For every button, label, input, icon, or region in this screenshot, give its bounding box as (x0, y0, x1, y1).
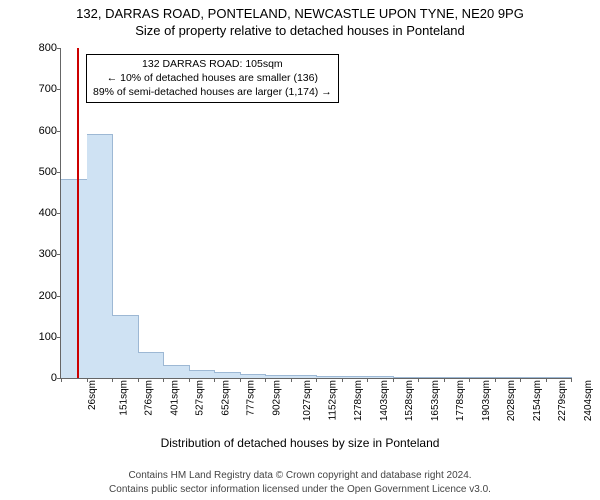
x-tick-label: 26sqm (87, 380, 98, 410)
histogram-bar (418, 377, 445, 378)
x-tick-mark (291, 378, 292, 382)
histogram-bar (546, 377, 573, 378)
x-tick-label: 1653sqm (430, 380, 441, 421)
credit-line-2: Contains public sector information licen… (0, 483, 600, 497)
x-tick-mark (265, 378, 266, 382)
chart-title: 132, DARRAS ROAD, PONTELAND, NEWCASTLE U… (0, 0, 600, 21)
x-tick-mark (520, 378, 521, 382)
histogram-bar (520, 377, 547, 378)
histogram-bar (367, 376, 394, 378)
histogram-bar (316, 376, 343, 378)
y-tick-mark (57, 89, 61, 90)
x-tick-label: 652sqm (220, 380, 231, 416)
histogram-bar (163, 365, 190, 378)
histogram-bar (393, 377, 420, 378)
x-tick-label: 276sqm (144, 380, 155, 416)
x-tick-label: 2279sqm (557, 380, 568, 421)
x-tick-label: 1403sqm (379, 380, 390, 421)
x-tick-label: 1027sqm (302, 380, 313, 421)
x-tick-mark (546, 378, 547, 382)
x-tick-label: 2028sqm (506, 380, 517, 421)
annotation-box: 132 DARRAS ROAD: 105sqm ← 10% of detache… (86, 54, 339, 103)
x-tick-label: 2404sqm (583, 380, 594, 421)
x-tick-mark (571, 378, 572, 382)
x-tick-label: 1152sqm (327, 380, 338, 420)
x-tick-label: 902sqm (271, 380, 282, 416)
x-tick-mark (112, 378, 113, 382)
x-tick-mark (444, 378, 445, 382)
x-tick-mark (495, 378, 496, 382)
x-tick-label: 777sqm (246, 380, 257, 416)
x-tick-mark (163, 378, 164, 382)
histogram-bar (240, 374, 267, 378)
x-tick-mark (418, 378, 419, 382)
histogram-bar (61, 179, 88, 378)
x-tick-mark (189, 378, 190, 382)
chart-subtitle: Size of property relative to detached ho… (0, 21, 600, 38)
histogram-bar (189, 370, 216, 378)
x-tick-mark (61, 378, 62, 382)
x-tick-label: 151sqm (118, 380, 129, 416)
x-tick-mark (214, 378, 215, 382)
x-tick-label: 527sqm (195, 380, 206, 416)
x-tick-mark (138, 378, 139, 382)
histogram-bar (342, 376, 369, 378)
credit-line-1: Contains HM Land Registry data © Crown c… (0, 469, 600, 483)
histogram-bar (138, 352, 165, 378)
credits: Contains HM Land Registry data © Crown c… (0, 469, 600, 496)
x-tick-label: 401sqm (169, 380, 180, 416)
x-tick-mark (87, 378, 88, 382)
x-tick-label: 2154sqm (532, 380, 543, 421)
y-tick-mark (57, 131, 61, 132)
histogram-bar (444, 377, 471, 378)
x-tick-mark (393, 378, 394, 382)
x-tick-mark (469, 378, 470, 382)
histogram-bar (495, 377, 522, 378)
y-tick-mark (57, 172, 61, 173)
histogram-bar (291, 375, 318, 378)
x-tick-label: 1903sqm (481, 380, 492, 421)
y-tick-mark (57, 48, 61, 49)
x-tick-mark (240, 378, 241, 382)
annot-line-2: ← 10% of detached houses are smaller (13… (93, 71, 332, 85)
annot-line-1: 132 DARRAS ROAD: 105sqm (93, 57, 332, 71)
histogram-bar (265, 375, 292, 378)
histogram-bar (469, 377, 496, 378)
chart-container: { "title": "132, DARRAS ROAD, PONTELAND,… (0, 0, 600, 500)
annot-line-3: 89% of semi-detached houses are larger (… (93, 85, 332, 99)
x-tick-label: 1528sqm (404, 380, 415, 421)
x-tick-label: 1778sqm (455, 380, 466, 421)
histogram-bar (214, 372, 241, 378)
x-axis-label: Distribution of detached houses by size … (0, 436, 600, 450)
x-tick-mark (316, 378, 317, 382)
histogram-bar (87, 134, 114, 378)
histogram-bar (112, 315, 139, 378)
x-tick-mark (367, 378, 368, 382)
x-tick-mark (342, 378, 343, 382)
reference-marker (77, 48, 79, 378)
x-tick-label: 1278sqm (353, 380, 364, 421)
